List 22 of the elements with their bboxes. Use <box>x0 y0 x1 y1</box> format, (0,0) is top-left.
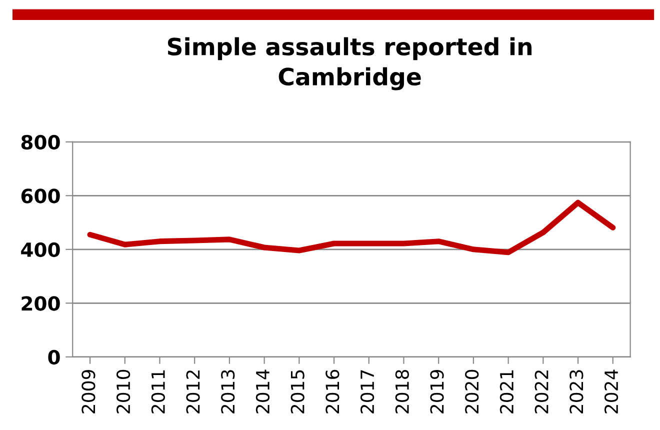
x-tick-label: 2020 <box>465 370 479 414</box>
y-tick-label: 800 <box>21 134 60 150</box>
x-tick-label: 2016 <box>326 370 340 414</box>
x-tick-label: 2019 <box>430 370 444 414</box>
x-tick-label: 2010 <box>116 370 130 414</box>
x-tick-label: 2021 <box>500 370 514 414</box>
y-tick-label: 600 <box>21 188 60 204</box>
x-tick-label: 2012 <box>186 370 200 414</box>
x-tick-label: 2024 <box>604 370 618 414</box>
x-tick-label: 2014 <box>256 370 270 414</box>
x-tick-label: 2011 <box>151 370 165 414</box>
x-tick-label: 2009 <box>82 370 96 414</box>
y-tick-label: 200 <box>22 296 60 311</box>
x-tick-label: 2022 <box>534 370 548 414</box>
x-tick-label: 2013 <box>221 370 235 414</box>
x-tick-label: 2023 <box>570 370 584 414</box>
x-tick-label: 2018 <box>395 370 409 414</box>
y-tick-label: 400 <box>21 242 60 258</box>
y-tick-label: 0 <box>48 350 60 365</box>
chart-title: Simple assaults reported in Cambridge <box>168 37 532 90</box>
x-tick-label: 2015 <box>290 370 304 414</box>
x-tick-label: 2017 <box>360 370 374 414</box>
